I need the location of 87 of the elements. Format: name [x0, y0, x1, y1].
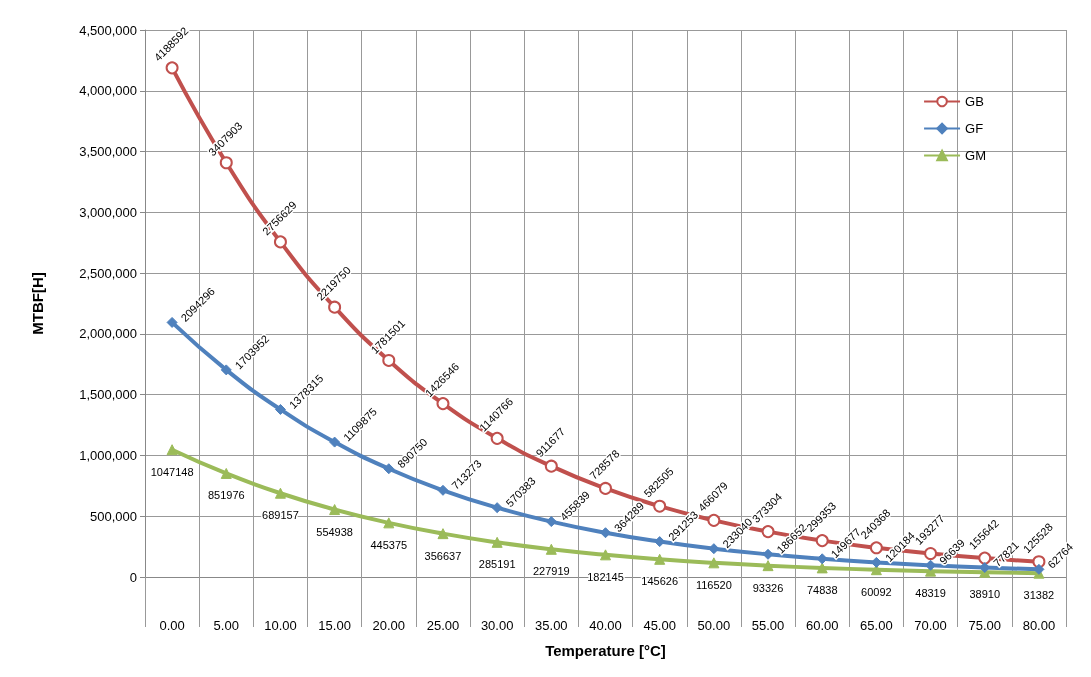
point	[816, 562, 828, 574]
y-tick-label: 1,500,000	[79, 387, 137, 403]
y-tick-label: 500,000	[90, 508, 137, 524]
y-tick-label: 4,500,000	[79, 22, 137, 38]
point	[491, 536, 503, 548]
x-tick-label: 45.00	[643, 618, 676, 633]
data-label: 554938	[316, 525, 353, 538]
data-label: 116520	[695, 578, 732, 591]
point	[166, 444, 178, 456]
y-tick-label: 0	[129, 569, 137, 585]
data-label: 145626	[641, 575, 679, 588]
legend-label: GB	[965, 94, 984, 109]
x-tick-label: 75.00	[968, 618, 1002, 633]
x-tick-label: 0.00	[159, 618, 185, 633]
point	[273, 235, 287, 249]
point	[491, 502, 503, 514]
data-label: 182145	[587, 570, 624, 583]
point	[274, 403, 286, 415]
x-tick-label: 30.00	[480, 618, 514, 633]
point	[815, 534, 829, 548]
point	[220, 467, 232, 479]
data-label: 74838	[806, 583, 838, 596]
point	[329, 504, 341, 516]
x-axis-title: Temperature [°C]	[545, 642, 666, 659]
x-tick-label: 10.00	[264, 618, 297, 633]
point	[166, 316, 178, 328]
x-tick-label: 50.00	[697, 618, 731, 633]
data-label: 31382	[1023, 589, 1055, 602]
point	[437, 528, 449, 540]
x-tick-label: 70.00	[914, 618, 947, 633]
data-label: 1047148	[150, 465, 194, 478]
data-label: 285191	[478, 558, 516, 571]
point	[708, 557, 720, 569]
point	[490, 431, 504, 445]
x-tick-label: 65.00	[860, 618, 893, 633]
x-tick-label: 15.00	[318, 618, 351, 633]
point	[600, 549, 611, 561]
point	[762, 560, 774, 572]
y-tick-label: 2,000,000	[79, 326, 137, 342]
y-axis-title: MTBF[H]	[29, 272, 46, 335]
point	[924, 547, 938, 560]
data-label: 60092	[861, 585, 892, 598]
point	[761, 525, 775, 539]
data-label: 38910	[969, 588, 1001, 601]
point	[329, 436, 341, 448]
point	[869, 541, 883, 555]
x-tick-label: 40.00	[589, 618, 622, 633]
point	[545, 516, 557, 528]
y-tick-label: 1,000,000	[79, 447, 137, 463]
data-label: 445375	[370, 538, 408, 551]
point	[328, 300, 342, 314]
point	[219, 156, 233, 170]
legend-label: GF	[965, 121, 984, 136]
y-tick-label: 3,000,000	[79, 204, 137, 220]
point	[436, 397, 450, 411]
point	[437, 484, 449, 496]
point	[274, 487, 286, 499]
data-label: 851976	[207, 489, 245, 502]
x-tick-label: 80.00	[1022, 618, 1056, 633]
x-tick-label: 60.00	[805, 618, 839, 633]
x-tick-label: 55.00	[751, 618, 785, 633]
x-tick-label: 35.00	[535, 618, 568, 633]
point	[600, 527, 611, 539]
data-label: 356637	[424, 549, 462, 562]
x-tick-label: 25.00	[426, 618, 460, 633]
point	[545, 543, 557, 555]
point	[382, 353, 396, 367]
point	[653, 499, 667, 513]
point	[165, 61, 179, 75]
y-tick-label: 3,500,000	[79, 144, 137, 160]
data-label: 689157	[262, 509, 299, 522]
x-tick-label: 5.00	[213, 618, 239, 633]
data-label: 48319	[915, 587, 946, 600]
data-label: 93326	[752, 581, 784, 594]
point	[978, 551, 992, 565]
data-label: 227919	[532, 565, 570, 578]
point	[599, 481, 612, 495]
x-tick-label: 20.00	[372, 618, 406, 633]
point	[544, 459, 558, 473]
point	[383, 517, 395, 529]
point	[654, 553, 666, 565]
y-tick-label: 4,000,000	[79, 83, 137, 99]
point	[383, 463, 395, 475]
point	[220, 364, 232, 376]
y-tick-label: 2,500,000	[79, 265, 137, 281]
legend-label: GM	[965, 148, 987, 163]
point	[707, 513, 721, 527]
